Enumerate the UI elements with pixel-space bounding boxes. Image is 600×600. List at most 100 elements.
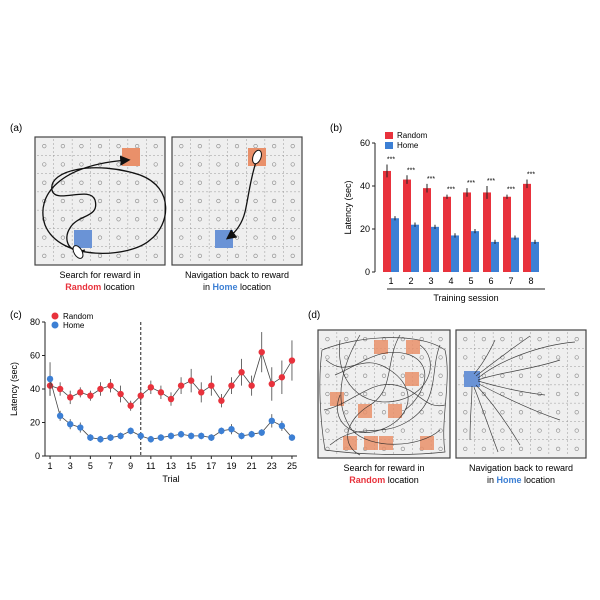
reward-location-home bbox=[215, 230, 233, 248]
well-marker bbox=[290, 235, 295, 240]
point-home bbox=[127, 427, 134, 435]
x-tick-label: 2 bbox=[408, 276, 413, 286]
well-marker bbox=[197, 217, 202, 222]
random-highlight: Random bbox=[65, 282, 101, 292]
y-tick-label: 60 bbox=[30, 351, 40, 361]
well-marker bbox=[153, 198, 158, 204]
point-random bbox=[137, 392, 144, 399]
well-marker bbox=[419, 373, 424, 378]
bar-home bbox=[411, 224, 419, 272]
point-random bbox=[228, 382, 235, 389]
well-marker bbox=[153, 217, 158, 222]
well-marker bbox=[60, 144, 65, 149]
panel-b-bar-chart: 0 20 40 60 Latency (sec) *** 1 *** 2 *** 3 *** 4 *** 5… bbox=[343, 131, 545, 303]
point-home bbox=[187, 432, 195, 440]
reward-location bbox=[379, 436, 393, 450]
well-marker bbox=[135, 144, 140, 149]
x-tick-label: 1 bbox=[388, 276, 393, 286]
panel-a-caption-right-line1: Navigation back to reward bbox=[185, 270, 289, 280]
well-marker bbox=[153, 162, 158, 167]
well-marker bbox=[290, 217, 295, 222]
y-axis-label: Latency (sec) bbox=[9, 362, 19, 416]
well-marker bbox=[197, 198, 202, 204]
caption-rest: location bbox=[385, 475, 419, 485]
well-marker bbox=[216, 217, 221, 222]
well-marker bbox=[438, 355, 443, 360]
x-tick-label: 8 bbox=[528, 276, 533, 286]
search-trajectory bbox=[42, 155, 167, 254]
well-marker bbox=[438, 337, 443, 342]
well-marker bbox=[574, 355, 579, 360]
well-marker bbox=[197, 235, 202, 240]
x-tick-label: 25 bbox=[287, 461, 297, 471]
significance-marker: *** bbox=[407, 167, 415, 174]
arena-box bbox=[34, 136, 166, 266]
home-start-location bbox=[74, 230, 92, 248]
well-marker bbox=[574, 446, 579, 451]
well-marker bbox=[400, 373, 405, 378]
point-random bbox=[56, 385, 64, 393]
x-tick-label: 7 bbox=[508, 276, 513, 286]
well-marker bbox=[500, 446, 505, 451]
x-tick-label: 7 bbox=[108, 461, 113, 471]
x-tick-label: 13 bbox=[166, 461, 176, 471]
well-marker bbox=[518, 410, 524, 415]
well-marker bbox=[97, 235, 103, 240]
well-marker bbox=[537, 373, 542, 378]
bar-random bbox=[523, 183, 531, 272]
reward-location bbox=[343, 436, 357, 450]
y-tick-label: 0 bbox=[35, 451, 40, 461]
well-marker bbox=[556, 391, 561, 397]
well-marker bbox=[79, 144, 84, 149]
home-trajectory bbox=[225, 161, 257, 240]
x-tick-label: 9 bbox=[128, 461, 133, 471]
well-marker bbox=[574, 373, 579, 378]
well-marker bbox=[344, 391, 349, 397]
y-tick-label: 20 bbox=[360, 224, 370, 234]
well-marker bbox=[381, 373, 387, 378]
point-home bbox=[117, 432, 124, 440]
point-home bbox=[157, 434, 165, 441]
well-marker bbox=[234, 180, 240, 185]
well-marker bbox=[419, 355, 424, 360]
well-marker bbox=[116, 180, 121, 185]
well-marker bbox=[216, 144, 221, 149]
panel-d-caption-left-line1: Search for reward in bbox=[343, 463, 424, 473]
well-marker bbox=[556, 355, 561, 360]
well-marker bbox=[234, 217, 240, 222]
caption-rest: location bbox=[522, 475, 556, 485]
well-marker bbox=[500, 410, 505, 415]
well-marker bbox=[179, 144, 184, 149]
reward-location bbox=[405, 372, 419, 386]
well-marker bbox=[325, 391, 330, 397]
well-marker bbox=[556, 373, 561, 378]
point-home bbox=[238, 432, 245, 440]
point-random bbox=[107, 382, 114, 389]
y-tick-label: 40 bbox=[360, 181, 370, 191]
well-marker bbox=[197, 253, 202, 258]
rat-icon bbox=[72, 245, 84, 259]
well-marker bbox=[116, 217, 121, 222]
well-marker bbox=[463, 446, 468, 451]
well-marker bbox=[42, 180, 47, 185]
x-tick-label: 3 bbox=[428, 276, 433, 286]
well-marker bbox=[463, 391, 468, 397]
point-random bbox=[258, 348, 265, 356]
well-marker bbox=[42, 253, 47, 258]
well-marker bbox=[272, 235, 277, 240]
well-marker bbox=[153, 235, 158, 240]
point-home bbox=[177, 431, 185, 438]
well-marker bbox=[60, 253, 65, 258]
well-marker bbox=[42, 144, 47, 149]
point-random bbox=[278, 374, 286, 381]
well-marker bbox=[381, 391, 387, 397]
legend-marker bbox=[51, 321, 59, 329]
well-marker bbox=[463, 355, 468, 360]
well-marker bbox=[153, 144, 158, 149]
point-home bbox=[56, 412, 64, 419]
well-marker bbox=[419, 410, 424, 415]
well-marker bbox=[60, 180, 65, 185]
legend-swatch bbox=[385, 142, 393, 149]
well-marker bbox=[481, 446, 486, 451]
well-marker bbox=[463, 428, 468, 433]
